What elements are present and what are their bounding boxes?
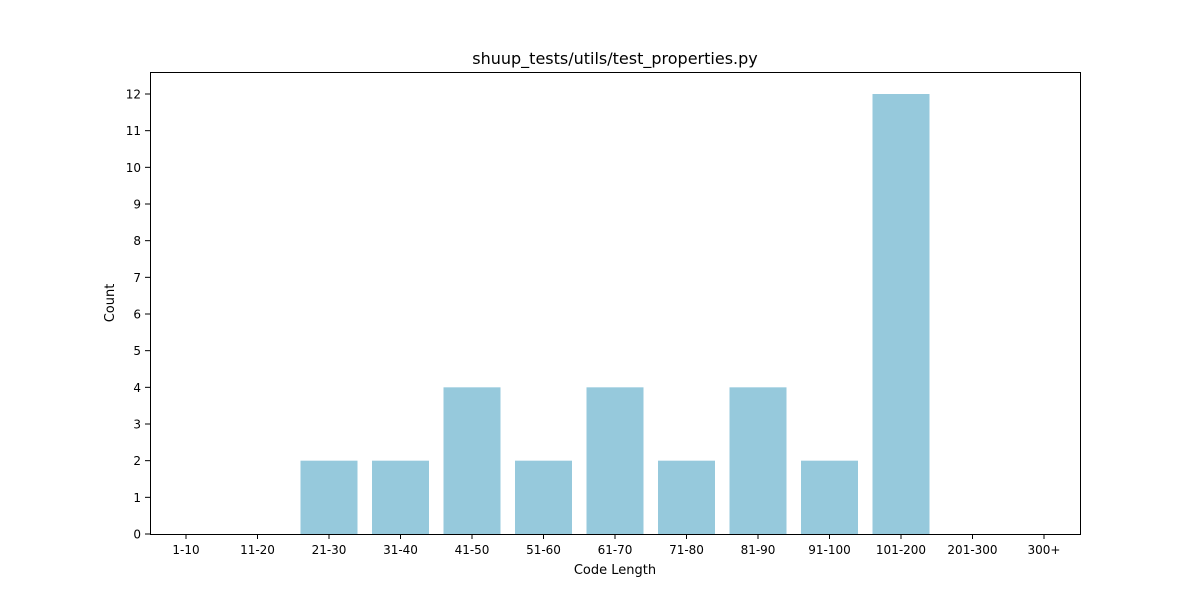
bar-21-30	[301, 461, 358, 534]
bar-81-90	[730, 387, 787, 534]
x-tick-label: 81-90	[741, 543, 776, 557]
x-tick-label: 41-50	[455, 543, 490, 557]
y-tick-label: 8	[133, 234, 141, 248]
x-tick-label: 201-300	[947, 543, 997, 557]
x-tick-label: 31-40	[383, 543, 418, 557]
y-tick-label: 9	[133, 198, 141, 212]
y-tick-label: 11	[126, 124, 141, 138]
x-tick-label: 51-60	[526, 543, 561, 557]
bar-101-200	[873, 94, 930, 534]
x-tick-label: 91-100	[808, 543, 851, 557]
y-tick-label: 0	[133, 528, 141, 542]
x-tick-label: 101-200	[876, 543, 926, 557]
y-tick-label: 7	[133, 271, 141, 285]
x-axis-label: Code Length	[574, 563, 656, 578]
y-tick-label: 2	[133, 454, 141, 468]
bar-31-40	[372, 461, 429, 534]
x-axis: 1-10 11-20 21-30 31-40 41-50 51-60 61-70 71-80 8…	[172, 534, 1060, 557]
y-tick-label: 10	[126, 161, 141, 175]
x-tick-label: 300+	[1028, 543, 1061, 557]
y-tick-label: 12	[126, 88, 141, 102]
bar-51-60	[515, 461, 572, 534]
x-tick-label: 71-80	[669, 543, 704, 557]
y-tick-label: 4	[133, 381, 141, 395]
x-tick-label: 11-20	[240, 543, 275, 557]
bar-71-80	[658, 461, 715, 534]
x-tick-label: 61-70	[598, 543, 633, 557]
y-tick-label: 6	[133, 308, 141, 322]
bar-91-100	[801, 461, 858, 534]
x-tick-label: 21-30	[312, 543, 347, 557]
y-axis-label: Count	[103, 284, 118, 323]
bars-layer	[301, 94, 930, 534]
y-tick-label: 3	[133, 418, 141, 432]
y-tick-label: 1	[133, 491, 141, 505]
bar-41-50	[444, 387, 501, 534]
bar-61-70	[587, 387, 644, 534]
x-tick-label: 1-10	[172, 543, 199, 557]
y-tick-label: 5	[133, 344, 141, 358]
chart-title: shuup_tests/utils/test_properties.py	[472, 49, 757, 69]
